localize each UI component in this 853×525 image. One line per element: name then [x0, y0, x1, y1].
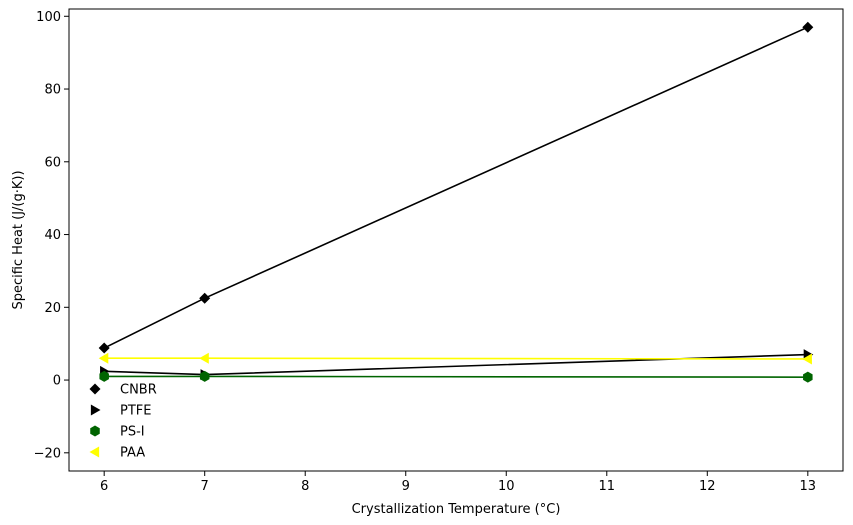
x-tick-label: 9	[402, 479, 410, 494]
legend-item: PTFE	[90, 404, 151, 419]
y-tick-label: −20	[34, 446, 61, 461]
y-tick-label: 20	[44, 301, 61, 316]
x-tick-label: 12	[699, 479, 716, 494]
series-ps-i	[99, 370, 813, 383]
legend: CNBR PTFE PS-I PAA	[89, 383, 157, 461]
data-point	[98, 352, 109, 364]
x-tick-label: 7	[201, 479, 209, 494]
legend-marker	[89, 446, 100, 458]
x-tick-label: 10	[498, 479, 515, 494]
data-point	[199, 370, 210, 382]
plot-frame	[68, 8, 844, 472]
data-point	[199, 352, 209, 364]
y-tick-label: 40	[44, 228, 61, 243]
legend-item: PAA	[89, 446, 145, 461]
y-tick-label: 0	[53, 374, 61, 389]
y-tick-label: 80	[44, 83, 61, 98]
legend-label: CNBR	[120, 383, 157, 398]
x-tick-label: 6	[100, 479, 108, 494]
data-point	[802, 353, 812, 365]
y-tick-label: 60	[44, 155, 61, 170]
data-point	[199, 292, 211, 304]
legend-label: PS-I	[120, 425, 145, 440]
data-point	[803, 371, 813, 383]
y-axis: −20 0 20 40 60 80 100	[34, 10, 69, 461]
series-cnbr	[98, 21, 814, 354]
legend-item: CNBR	[89, 383, 157, 398]
legend-item: PS-I	[90, 425, 145, 440]
y-tick-label: 100	[36, 10, 61, 25]
series-layer	[98, 21, 814, 383]
x-axis: 6 7 8 9 10 11 12 13	[100, 471, 816, 494]
data-point	[98, 342, 110, 354]
series-line	[104, 357, 808, 360]
x-tick-label: 13	[800, 479, 817, 494]
legend-marker	[89, 383, 101, 395]
series-line	[104, 375, 808, 378]
y-axis-label: Specific Heat (J/(g·K))	[11, 170, 26, 309]
legend-marker	[90, 404, 101, 416]
x-tick-label: 11	[599, 479, 616, 494]
legend-marker	[90, 425, 100, 437]
legend-label: PAA	[120, 446, 145, 461]
series-paa	[98, 352, 812, 365]
data-point	[99, 370, 109, 382]
legend-label: PTFE	[120, 404, 151, 419]
data-point	[802, 21, 814, 33]
x-axis-label: Crystallization Temperature (°C)	[352, 502, 561, 517]
plot-area	[69, 9, 843, 471]
x-tick-label: 8	[301, 479, 309, 494]
